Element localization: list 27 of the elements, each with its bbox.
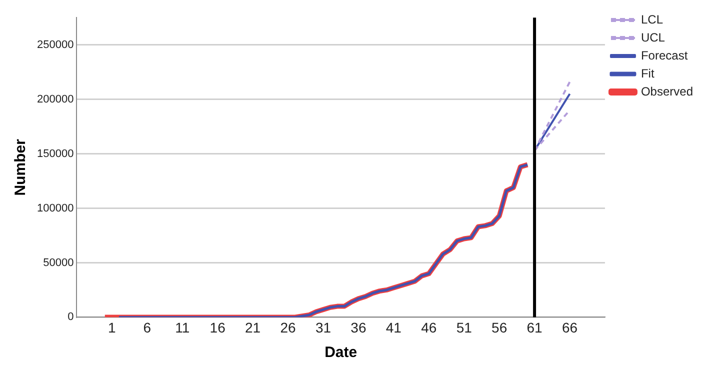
x-tick-label: 21 [245, 319, 261, 336]
x-axis-title: Date [324, 344, 358, 362]
x-tick-label: 11 [175, 319, 190, 336]
x-tick-label: 46 [421, 319, 437, 336]
legend-label: UCL [640, 30, 666, 44]
x-tick-label: 56 [492, 319, 508, 336]
legend-label: LCL [640, 12, 664, 26]
x-tick-label: 61 [526, 319, 543, 336]
x-tick-label: 16 [210, 319, 226, 336]
x-tick-label: 41 [386, 319, 402, 336]
x-tick-label: 26 [280, 319, 296, 336]
y-tick-label: 100000 [36, 202, 74, 214]
y-tick-label: 150000 [36, 148, 74, 160]
x-tick-label: 66 [562, 319, 578, 336]
y-tick-label: 0 [68, 311, 74, 324]
y-tick-label: 50000 [43, 256, 74, 269]
x-tick-label: 6 [143, 319, 152, 336]
y-tick-label: 250000 [36, 38, 74, 51]
x-tick-label: 31 [315, 319, 332, 336]
y-tick-label: 200000 [36, 93, 74, 106]
y-axis-title: Number [12, 138, 30, 196]
x-tick-label: 51 [456, 319, 472, 336]
x-tick-label: 1 [108, 319, 116, 336]
legend-label: Fit [640, 66, 655, 80]
legend-label: Forecast [640, 48, 688, 62]
x-tick-label: 36 [350, 319, 366, 336]
legend-label: Observed [640, 84, 694, 98]
